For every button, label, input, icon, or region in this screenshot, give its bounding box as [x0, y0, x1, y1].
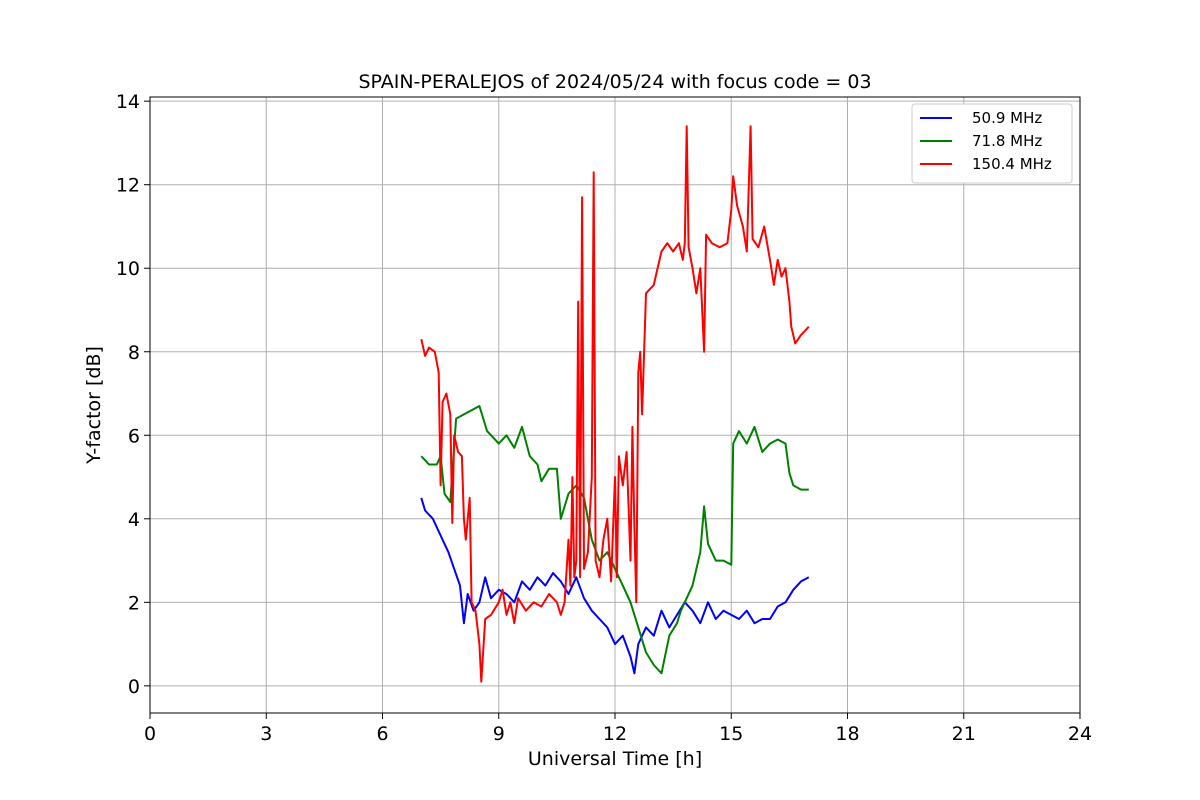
x-tick-label: 3 [260, 723, 272, 745]
series-line-0 [420, 497, 810, 675]
x-tick-label: 12 [603, 723, 627, 745]
x-tick-label: 6 [376, 723, 388, 745]
legend: 50.9 MHz 71.8 MHz 150.4 MHz [911, 103, 1073, 184]
y-tick-label: 8 [128, 342, 140, 364]
x-tick-label: 0 [144, 723, 156, 745]
x-tick-label: 24 [1068, 723, 1092, 745]
legend-label: 50.9 MHz [972, 109, 1042, 127]
y-tick-label: 12 [116, 175, 140, 197]
y-tick-label: 0 [128, 676, 140, 698]
y-tick-label: 14 [116, 91, 140, 113]
y-tick-label: 2 [128, 592, 140, 614]
legend-label: 71.8 MHz [972, 132, 1042, 150]
x-tick-label: 15 [719, 723, 743, 745]
x-tick-label: 18 [835, 723, 859, 745]
x-axis-label: Universal Time [h] [528, 748, 702, 770]
series-line-2 [420, 125, 810, 683]
y-tick-label: 6 [128, 425, 140, 447]
series-layer [420, 125, 810, 683]
y-tick-label: 10 [116, 258, 140, 280]
y-axis-label: Y-factor [dB] [83, 346, 105, 465]
series-line-1 [420, 405, 809, 675]
x-tick-label: 21 [952, 723, 976, 745]
y-tick-label: 4 [128, 509, 140, 531]
x-tick-label: 9 [493, 723, 505, 745]
chart-title: SPAIN-PERALEJOS of 2024/05/24 with focus… [358, 71, 871, 93]
legend-label: 150.4 MHz [972, 155, 1052, 173]
